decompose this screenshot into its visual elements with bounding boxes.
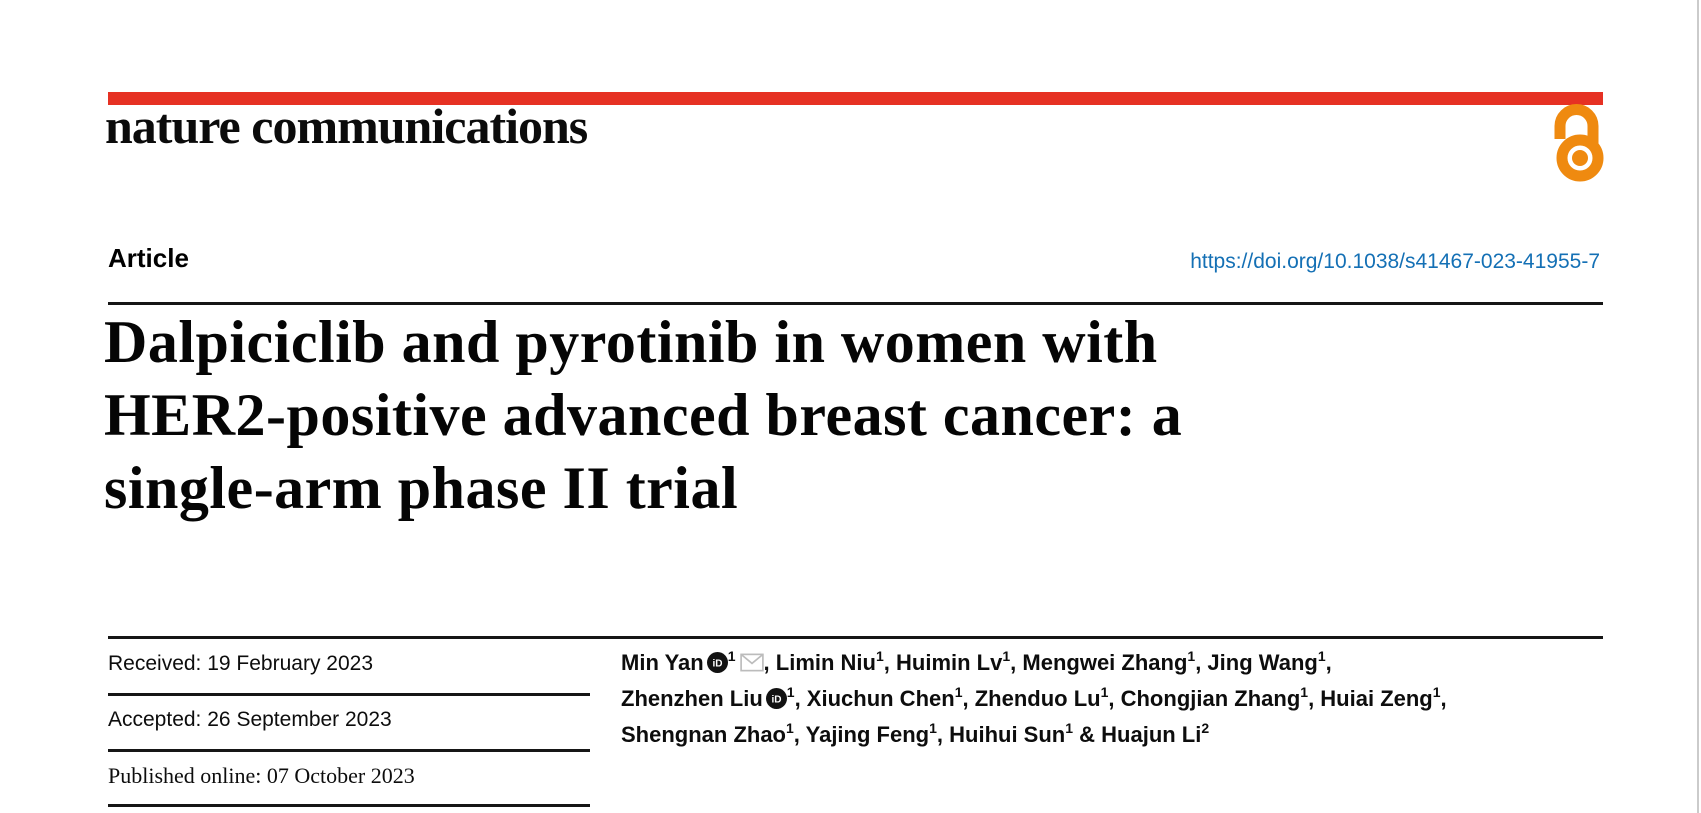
affiliation-superscript: 1 xyxy=(786,684,795,700)
orcid-icon[interactable]: iD xyxy=(765,688,787,709)
author-name: Huiai Zeng xyxy=(1320,686,1433,711)
published-date: Published online: 07 October 2023 xyxy=(108,763,415,789)
title-line-2: HER2-positive advanced breast cancer: a xyxy=(104,382,1183,448)
author-separator: , xyxy=(1010,650,1023,675)
affiliation-superscript: 1 xyxy=(1100,684,1109,700)
author-list: Min Yan iD 1, Limin Niu1, Huimin Lv1, Meng… xyxy=(621,645,1581,753)
published-label: Published online: xyxy=(108,763,262,788)
author-name: Huimin Lv xyxy=(896,650,1003,675)
author-separator: , xyxy=(1440,686,1447,711)
author-name: Limin Niu xyxy=(775,650,876,675)
author-separator: , xyxy=(794,686,807,711)
page-edge-line xyxy=(1697,0,1699,813)
received-date: Received: 19 February 2023 xyxy=(108,652,373,676)
author-name: Shengnan Zhao xyxy=(621,722,786,747)
title-line-3: single-arm phase II trial xyxy=(104,455,739,521)
author-name: Min Yan xyxy=(621,650,704,675)
author-line: Min Yan iD 1, Limin Niu1, Huimin Lv1, Meng… xyxy=(621,645,1581,681)
affiliation-superscript: 1 xyxy=(786,720,794,736)
author-separator: & xyxy=(1073,722,1102,747)
doi-link[interactable]: https://doi.org/10.1038/s41467-023-41955… xyxy=(1190,250,1600,273)
svg-text:iD: iD xyxy=(771,694,781,705)
affiliation-superscript: 1 xyxy=(875,648,884,664)
author-name: Huihui Sun xyxy=(949,722,1066,747)
accepted-value: 26 September 2023 xyxy=(207,708,392,731)
masthead-rule xyxy=(108,92,1603,105)
accepted-date: Accepted: 26 September 2023 xyxy=(108,708,392,732)
received-label: Received: xyxy=(108,652,202,675)
author-separator: , xyxy=(1108,686,1121,711)
affiliation-superscript: 1 xyxy=(1300,684,1309,700)
svg-text:iD: iD xyxy=(712,658,722,669)
accepted-label: Accepted: xyxy=(108,708,202,731)
author-separator: , xyxy=(962,686,975,711)
author-name: Zhenduo Lu xyxy=(974,686,1101,711)
affiliation-superscript: 1 xyxy=(1187,648,1196,664)
author-separator: , xyxy=(1195,650,1208,675)
title-line-1: Dalpiciclib and pyrotinib in women with xyxy=(104,309,1158,375)
article-type-label: Article xyxy=(108,243,189,273)
page-title: Dalpiciclib and pyrotinib in women with … xyxy=(104,306,1504,525)
author-name: Zhenzhen Liu xyxy=(621,686,763,711)
dates-divider-3 xyxy=(108,749,590,752)
author-separator: , xyxy=(763,650,776,675)
dates-divider-2 xyxy=(108,693,590,696)
author-line: Zhenzhen Liu iD 1, Xiuchun Chen1, Zhenduo … xyxy=(621,681,1581,717)
affiliation-superscript: 1 xyxy=(954,684,963,700)
journal-logo: nature communications xyxy=(105,98,588,154)
author-name: Jing Wang xyxy=(1207,650,1318,675)
affiliation-superscript: 1 xyxy=(929,720,937,736)
author-line: Shengnan Zhao1, Yajing Feng1, Huihui Sun… xyxy=(621,717,1581,753)
author-separator: , xyxy=(1308,686,1321,711)
author-separator: , xyxy=(936,722,950,747)
mail-icon[interactable] xyxy=(739,653,764,672)
author-separator: , xyxy=(883,650,897,675)
author-name: Yajing Feng xyxy=(805,722,930,747)
orcid-icon[interactable]: iD xyxy=(706,652,728,673)
open-access-icon xyxy=(1554,104,1604,182)
affiliation-superscript: 1 xyxy=(727,648,736,664)
author-name: Xiuchun Chen xyxy=(806,686,955,711)
author-name: Mengwei Zhang xyxy=(1022,650,1188,675)
received-value: 19 February 2023 xyxy=(207,652,374,675)
header-divider xyxy=(108,302,1603,305)
author-name: Chongjian Zhang xyxy=(1120,686,1301,711)
affiliation-superscript: 1 xyxy=(1317,648,1326,664)
author-separator: , xyxy=(1325,650,1332,675)
dates-divider-4 xyxy=(108,804,590,807)
published-value: 07 October 2023 xyxy=(266,763,415,788)
affiliation-superscript: 1 xyxy=(1002,648,1011,664)
affiliation-superscript: 1 xyxy=(1432,684,1441,700)
dates-top-divider xyxy=(108,636,1603,639)
affiliation-superscript: 1 xyxy=(1065,720,1074,736)
affiliation-superscript: 2 xyxy=(1201,720,1210,736)
author-separator: , xyxy=(793,722,806,747)
author-name: Huajun Li xyxy=(1101,722,1202,747)
